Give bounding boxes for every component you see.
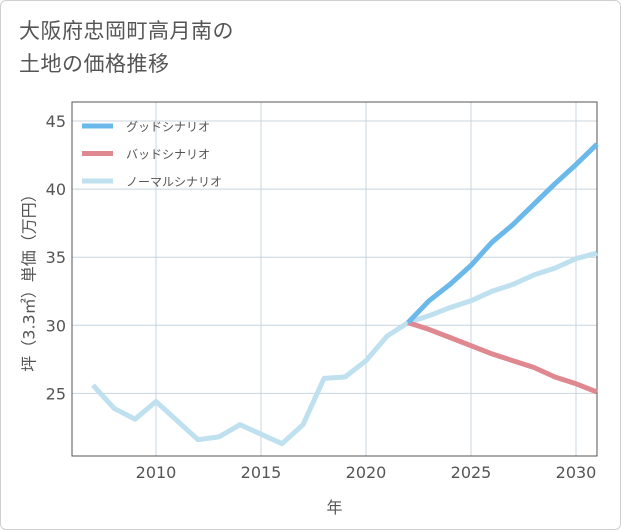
y-tick-label: 35 xyxy=(46,248,66,267)
y-tick-label: 45 xyxy=(46,112,66,131)
series-line-2 xyxy=(91,250,598,447)
x-tick-label: 2025 xyxy=(451,463,492,482)
chart-title-line-1: 大阪府忠岡町高月南の xyxy=(19,19,234,43)
legend-label-0: グッドシナリオ xyxy=(126,120,210,134)
chart-title: 大阪府忠岡町高月南の 土地の価格推移 xyxy=(19,15,234,81)
y-axis-title: 坪（3.3㎡）単価（万円） xyxy=(20,186,39,371)
x-tick-label: 2015 xyxy=(241,463,282,482)
y-tick-label: 40 xyxy=(46,180,66,199)
x-tick-label: 2020 xyxy=(346,463,387,482)
series-lines xyxy=(91,142,599,447)
series-line-1 xyxy=(407,320,598,395)
x-tick-label: 2010 xyxy=(136,463,177,482)
tick-labels: 2010 2015 2020 2025 2030 25 30 35 40 45 xyxy=(46,112,597,482)
series-line-0 xyxy=(406,142,599,325)
x-tick-label: 2030 xyxy=(556,463,597,482)
legend-label-1: バッドシナリオ xyxy=(126,148,210,162)
plot-frame xyxy=(71,101,598,457)
chart-title-line-2: 土地の価格推移 xyxy=(19,52,170,76)
y-tick-label: 25 xyxy=(46,384,66,403)
legend-label-2: ノーマルシナリオ xyxy=(126,175,222,189)
y-tick-label: 30 xyxy=(46,316,66,335)
x-axis-title: 年 xyxy=(326,498,342,517)
grid xyxy=(72,102,597,456)
